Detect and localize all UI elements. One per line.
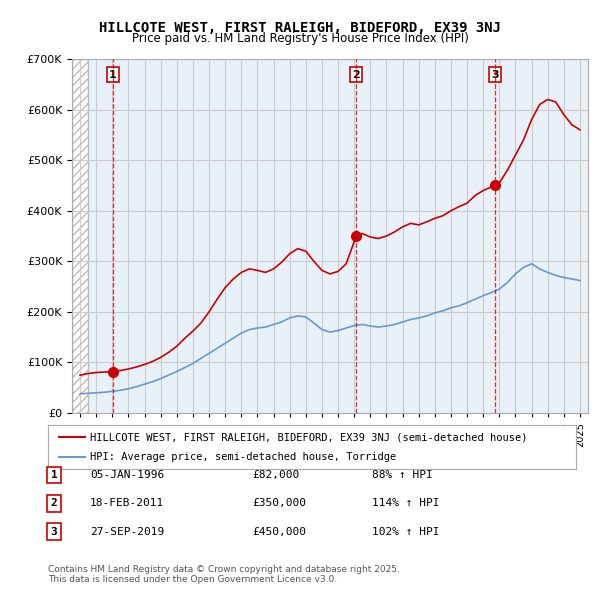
Text: 1: 1 [109, 70, 116, 80]
Text: 3: 3 [491, 70, 499, 80]
Text: 114% ↑ HPI: 114% ↑ HPI [372, 499, 439, 508]
Text: 18-FEB-2011: 18-FEB-2011 [90, 499, 164, 508]
Text: HILLCOTE WEST, FIRST RALEIGH, BIDEFORD, EX39 3NJ: HILLCOTE WEST, FIRST RALEIGH, BIDEFORD, … [99, 21, 501, 35]
Text: 102% ↑ HPI: 102% ↑ HPI [372, 527, 439, 536]
Text: £350,000: £350,000 [252, 499, 306, 508]
Text: 88% ↑ HPI: 88% ↑ HPI [372, 470, 433, 480]
Text: 27-SEP-2019: 27-SEP-2019 [90, 527, 164, 536]
Text: 2: 2 [50, 499, 58, 508]
Text: 05-JAN-1996: 05-JAN-1996 [90, 470, 164, 480]
Text: £450,000: £450,000 [252, 527, 306, 536]
Text: 2: 2 [352, 70, 360, 80]
Text: 1: 1 [50, 470, 58, 480]
Text: 3: 3 [50, 527, 58, 536]
Bar [72, 59, 88, 413]
Text: Price paid vs. HM Land Registry's House Price Index (HPI): Price paid vs. HM Land Registry's House … [131, 32, 469, 45]
Text: HPI: Average price, semi-detached house, Torridge: HPI: Average price, semi-detached house,… [90, 452, 397, 461]
Text: Contains HM Land Registry data © Crown copyright and database right 2025.
This d: Contains HM Land Registry data © Crown c… [48, 565, 400, 584]
Text: £82,000: £82,000 [252, 470, 299, 480]
Text: HILLCOTE WEST, FIRST RALEIGH, BIDEFORD, EX39 3NJ (semi-detached house): HILLCOTE WEST, FIRST RALEIGH, BIDEFORD, … [90, 432, 528, 442]
